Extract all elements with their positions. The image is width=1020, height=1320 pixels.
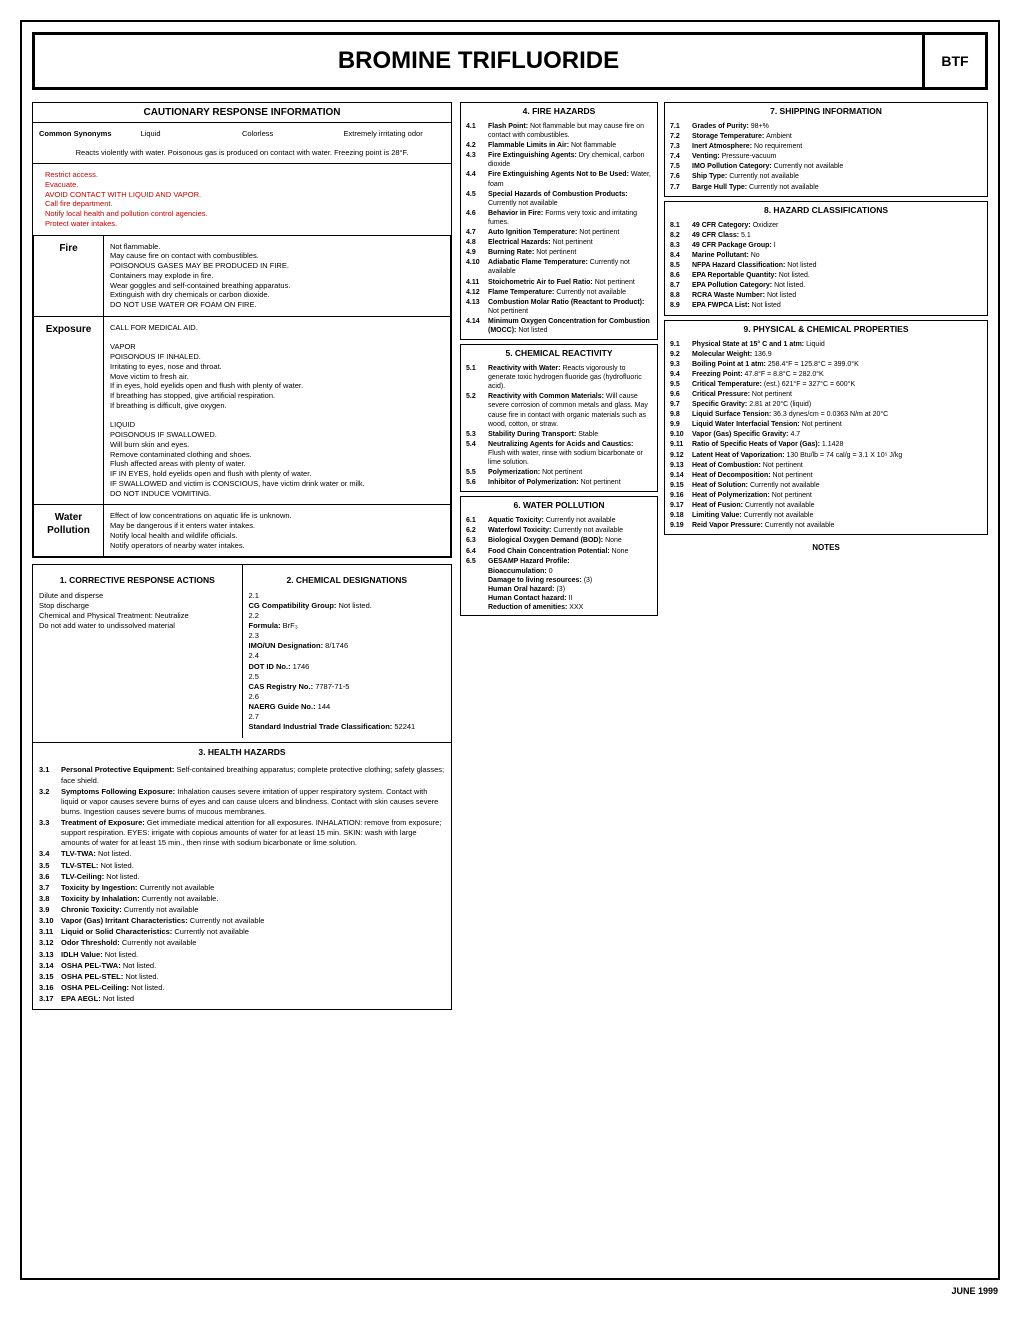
document-title: BROMINE TRIFLUORIDE (35, 35, 925, 87)
section-9-title: 9. PHYSICAL & CHEMICAL PROPERTIES (665, 321, 987, 337)
notes-header: NOTES (664, 539, 988, 556)
section-6-title: 6. WATER POLLUTION (461, 497, 657, 513)
section-5-box: 5. CHEMICAL REACTIVITY 5.1Reactivity wit… (460, 344, 658, 492)
footer-date: JUNE 1999 (951, 1286, 998, 1296)
title-bar: BROMINE TRIFLUORIDE BTF (32, 32, 988, 90)
section-3-title: 3. HEALTH HAZARDS (33, 742, 451, 757)
section-8-title: 8. HAZARD CLASSIFICATIONS (665, 202, 987, 218)
section-9-box: 9. PHYSICAL & CHEMICAL PROPERTIES 9.1Phy… (664, 320, 988, 536)
section-3-list: 3.1Personal Protective Equipment: Self-c… (33, 761, 451, 1009)
cautionary-box: CAUTIONARY RESPONSE INFORMATION Common S… (32, 102, 452, 558)
water-pollution-text: Effect of low concentrations on aquatic … (104, 505, 451, 557)
section-5-title: 5. CHEMICAL REACTIVITY (461, 345, 657, 361)
synonyms-row: Common Synonyms Liquid Colorless Extreme… (33, 123, 451, 144)
section-9-list: 9.1Physical State at 15° C and 1 atm: Li… (665, 337, 987, 535)
reacts-note: Reacts violently with water. Poisonous g… (33, 144, 451, 163)
exposure-label: Exposure (34, 316, 104, 505)
page: BROMINE TRIFLUORIDE BTF CAUTIONARY RESPO… (20, 20, 1000, 1280)
section-8-box: 8. HAZARD CLASSIFICATIONS 8.149 CFR Cate… (664, 201, 988, 316)
left-column: CAUTIONARY RESPONSE INFORMATION Common S… (32, 102, 452, 1016)
section-1: 1. CORRECTIVE RESPONSE ACTIONS Dilute an… (33, 565, 243, 738)
section-4-box: 4. FIRE HAZARDS 4.1Flash Point: Not flam… (460, 102, 658, 340)
fire-label: Fire (34, 235, 104, 316)
sections-1-2: 1. CORRECTIVE RESPONSE ACTIONS Dilute an… (33, 565, 451, 738)
main-columns: CAUTIONARY RESPONSE INFORMATION Common S… (32, 102, 988, 1016)
physical-state: Liquid (141, 129, 243, 138)
odor: Extremely irritating odor (344, 129, 446, 138)
section-1-title: 1. CORRECTIVE RESPONSE ACTIONS (39, 575, 236, 586)
section-4-list: 4.1Flash Point: Not flammable but may ca… (461, 119, 657, 339)
right-col-2: 7. SHIPPING INFORMATION 7.1Grades of Pur… (664, 102, 988, 1016)
right-col-1: 4. FIRE HAZARDS 4.1Flash Point: Not flam… (460, 102, 658, 1016)
right-columns: 4. FIRE HAZARDS 4.1Flash Point: Not flam… (460, 102, 988, 1016)
fire-text: Not flammable.May cause fire on contact … (104, 235, 451, 316)
section-6-box: 6. WATER POLLUTION 6.1Aquatic Toxicity: … (460, 496, 658, 616)
synonyms-label: Common Synonyms (39, 129, 141, 138)
section-7-list: 7.1Grades of Purity: 98+%7.2Storage Temp… (665, 119, 987, 196)
sections-1-2-box: 1. CORRECTIVE RESPONSE ACTIONS Dilute an… (32, 564, 452, 1010)
document-code: BTF (925, 35, 985, 87)
exposure-text: CALL FOR MEDICAL AID.VAPORPOISONOUS IF I… (104, 316, 451, 505)
section-6-list: 6.1Aquatic Toxicity: Currently not avail… (461, 513, 657, 615)
response-table: Fire Not flammable.May cause fire on con… (33, 235, 451, 558)
section-8-list: 8.149 CFR Category: Oxidizer8.249 CFR Cl… (665, 218, 987, 315)
section-4-title: 4. FIRE HAZARDS (461, 103, 657, 119)
cautionary-header: CAUTIONARY RESPONSE INFORMATION (33, 103, 451, 123)
section-1-text: Dilute and disperseStop dischargeChemica… (39, 591, 236, 632)
section-5-list: 5.1Reactivity with Water: Reacts vigorou… (461, 361, 657, 491)
section-2-title: 2. CHEMICAL DESIGNATIONS (249, 575, 446, 586)
section-7-box: 7. SHIPPING INFORMATION 7.1Grades of Pur… (664, 102, 988, 197)
section-2-list: 2.1CG Compatibility Group: Not listed.2.… (249, 591, 446, 733)
water-pollution-label: Water Pollution (34, 505, 104, 557)
section-7-title: 7. SHIPPING INFORMATION (665, 103, 987, 119)
color: Colorless (242, 129, 344, 138)
red-warnings: Restrict access.Evacuate.AVOID CONTACT W… (33, 163, 451, 235)
section-2: 2. CHEMICAL DESIGNATIONS 2.1CG Compatibi… (243, 565, 452, 738)
